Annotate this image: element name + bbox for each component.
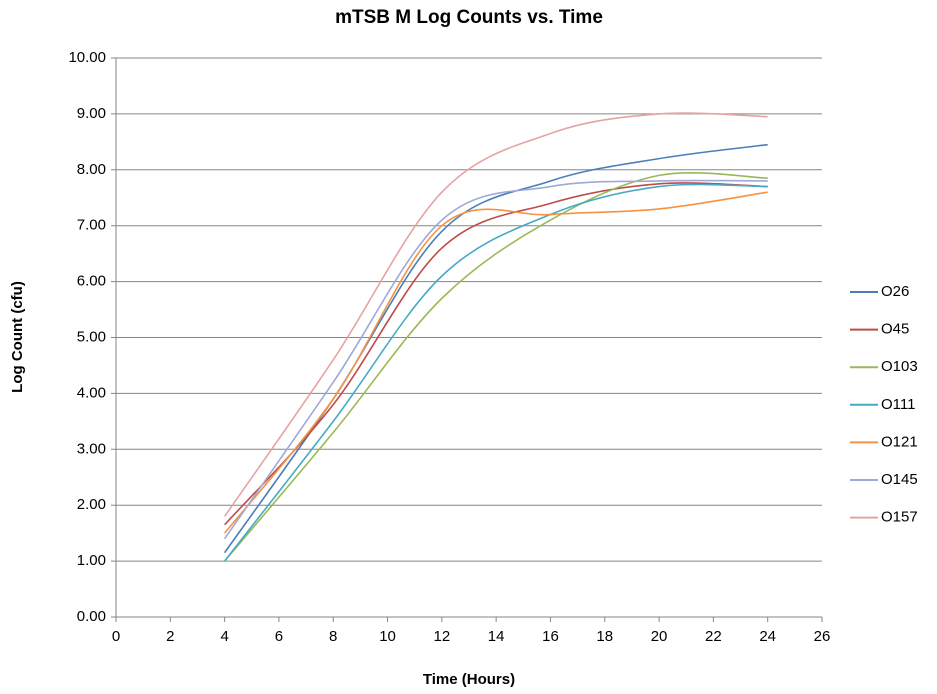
x-tick-label: 16: [542, 628, 559, 645]
x-tick-label: 2: [166, 628, 174, 645]
y-tick-label: 4.00: [77, 384, 106, 401]
series-line: [223, 191, 768, 534]
series-line: [224, 172, 768, 562]
y-tick-label: 1.00: [77, 552, 106, 569]
series-line: [223, 183, 768, 562]
series-line: [223, 179, 768, 540]
legend-label: O45: [881, 321, 909, 338]
legend-label: O103: [881, 358, 918, 375]
y-tick-label: 2.00: [77, 496, 106, 513]
y-axis-label: Log Count (cfu): [9, 281, 26, 393]
legend-label: O111: [881, 396, 915, 413]
x-tick-label: 22: [705, 628, 722, 645]
y-tick-label: 3.00: [77, 440, 106, 457]
chart-title: mTSB M Log Counts vs. Time: [335, 7, 603, 28]
series-line: [223, 112, 768, 517]
x-tick-label: 26: [814, 628, 831, 645]
legend-label: O145: [881, 471, 918, 488]
y-tick-label: 6.00: [77, 273, 106, 290]
y-tick-label: 8.00: [77, 161, 106, 178]
x-tick-label: 10: [379, 628, 396, 645]
x-tick-label: 12: [434, 628, 451, 645]
legend-label: O121: [881, 433, 918, 450]
y-tick-label: 7.00: [77, 217, 106, 234]
x-tick-label: 24: [759, 628, 776, 645]
x-tick-label: 20: [651, 628, 668, 645]
legend-label: O157: [881, 509, 918, 526]
x-tick-label: 0: [112, 628, 120, 645]
series-line: [224, 182, 768, 526]
x-tick-label: 6: [275, 628, 283, 645]
y-tick-label: 9.00: [77, 105, 106, 122]
x-tick-label: 8: [329, 628, 337, 645]
x-tick-label: 18: [596, 628, 613, 645]
x-tick-label: 14: [488, 628, 505, 645]
legend-label: O26: [881, 283, 909, 300]
x-tick-label: 4: [220, 628, 228, 645]
y-tick-label: 5.00: [77, 328, 106, 345]
x-axis-label: Time (Hours): [423, 671, 515, 688]
y-tick-label: 0.00: [77, 608, 106, 625]
y-tick-label: 10.00: [68, 49, 106, 66]
